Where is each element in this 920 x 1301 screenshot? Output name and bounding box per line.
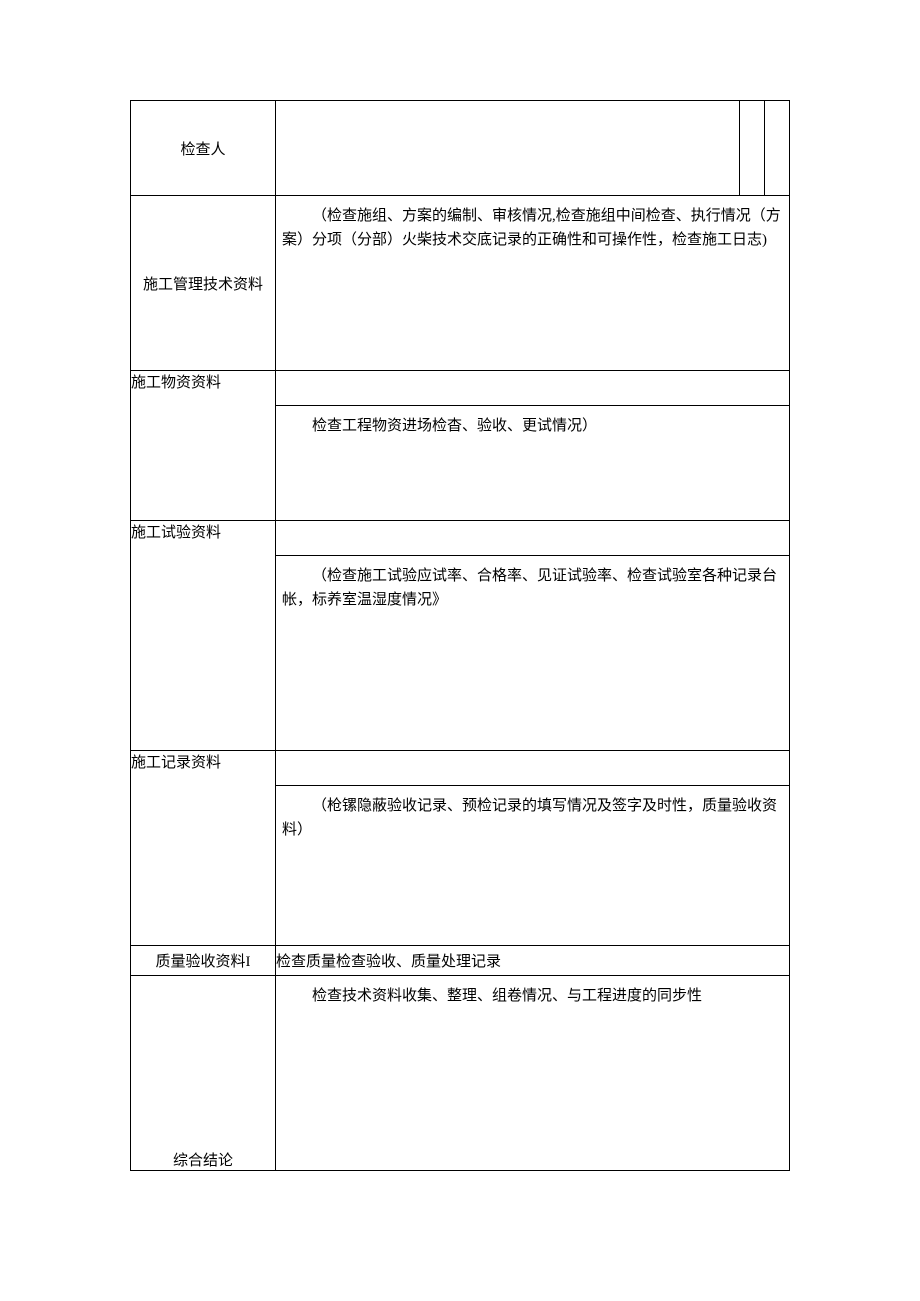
content-trial: （检查施工试验应试率、合格率、见证试验率、检查试验室各种记录台帐，标养室温湿度情… — [276, 556, 789, 620]
content-mgmt-cell: （检查施组、方案的编制、审核情况,检查施组中间检查、执行情况（方案）分项（分部）… — [276, 196, 790, 371]
content-record: （枪镙隐蔽验收记录、预检记录的填写情况及签字及时性，质量验收资料） — [276, 786, 789, 850]
label-material: 施工物资资料 — [131, 371, 276, 521]
label-inspector: 检查人 — [131, 101, 276, 196]
row-inspector: 检查人 — [131, 101, 790, 196]
content-record-empty — [276, 751, 790, 786]
content-trial-cell: （检查施工试验应试率、合格率、见证试验率、检查试验室各种记录台帐，标养室温湿度情… — [276, 556, 790, 751]
inspection-table: 检查人 施工管理技术资料 （检查施组、方案的编制、审核情况,检查施组中间检查、执… — [130, 100, 790, 1171]
row-trial-label: 施工试验资料 — [131, 521, 790, 556]
content-inspector-1 — [276, 101, 740, 196]
content-material: 检查工程物资进场检杳、验收、更试情况） — [276, 406, 789, 446]
label-trial: 施工试验资料 — [131, 521, 276, 751]
content-inspector-3 — [765, 101, 790, 196]
content-quality: 检查质量检查验收、质量处理记录 — [276, 946, 790, 976]
label-record: 施工记录资料 — [131, 751, 276, 946]
row-material-label: 施工物资资料 — [131, 371, 790, 406]
row-conclusion: 综合结论 检查技术资料收集、整理、组卷情况、与工程进度的同步性 — [131, 976, 790, 1171]
label-mgmt: 施工管理技术资料 — [131, 196, 276, 371]
row-record-label: 施工记录资料 — [131, 751, 790, 786]
content-conclusion: 检查技术资料收集、整理、组卷情况、与工程进度的同步性 — [276, 976, 789, 1016]
content-conclusion-cell: 检查技术资料收集、整理、组卷情况、与工程进度的同步性 — [276, 976, 790, 1171]
content-material-empty — [276, 371, 790, 406]
content-trial-empty — [276, 521, 790, 556]
content-material-cell: 检查工程物资进场检杳、验收、更试情况） — [276, 406, 790, 521]
label-quality: 质量验收资料I — [131, 946, 276, 976]
label-conclusion: 综合结论 — [131, 976, 276, 1171]
row-quality: 质量验收资料I 检查质量检查验收、质量处理记录 — [131, 946, 790, 976]
content-record-cell: （枪镙隐蔽验收记录、预检记录的填写情况及签字及时性，质量验收资料） — [276, 786, 790, 946]
content-mgmt: （检查施组、方案的编制、审核情况,检查施组中间检查、执行情况（方案）分项（分部）… — [276, 196, 789, 260]
row-mgmt: 施工管理技术资料 （检查施组、方案的编制、审核情况,检查施组中间检查、执行情况（… — [131, 196, 790, 371]
content-inspector-2 — [740, 101, 765, 196]
